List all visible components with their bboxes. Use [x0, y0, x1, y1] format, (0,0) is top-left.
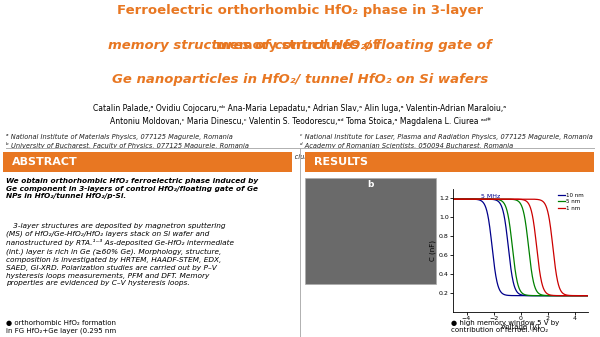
Text: ABSTRACT: ABSTRACT — [12, 157, 77, 167]
X-axis label: Voltage (V): Voltage (V) — [501, 324, 540, 330]
Text: ● high memory window 5 V by
contribution of ferroel. HfO₂: ● high memory window 5 V by contribution… — [451, 320, 559, 333]
Legend: 10 nm, 5 nm, 1 nm: 10 nm, 5 nm, 1 nm — [557, 191, 585, 212]
Y-axis label: C (nF): C (nF) — [430, 240, 436, 261]
Text: ᶜ National Institute for Laser, Plasma and Radiation Physics, 077125 Magurele, R: ᶜ National Institute for Laser, Plasma a… — [300, 133, 593, 140]
Text: We obtain orthorhombic HfO₂ ferroelectric phase induced by
Ge component in 3-lay: We obtain orthorhombic HfO₂ ferroelectri… — [6, 178, 258, 200]
Bar — [3, 152, 292, 172]
Text: Catalin Palade,ᵃ Ovidiu Cojocaru,ᵃᵇ Ana-Maria Lepadatu,ᵃ Adrian Slav,ᵃ Alin Iuga: Catalin Palade,ᵃ Ovidiu Cojocaru,ᵃᵇ Ana-… — [94, 104, 506, 113]
Text: * Corresponding author, Phone: +40 (0)21 3690185, Fax: +40 (0)21 3690177, E-mail: * Corresponding author, Phone: +40 (0)21… — [6, 154, 347, 161]
Text: RESULTS: RESULTS — [314, 157, 368, 167]
Text: 5 MHz: 5 MHz — [481, 194, 500, 198]
Text: ᵇ University of Bucharest, Faculty of Physics, 077125 Magurele, Romania: ᵇ University of Bucharest, Faculty of Ph… — [6, 142, 249, 149]
Text: b: b — [367, 180, 374, 189]
Bar — [305, 178, 436, 284]
Bar — [305, 152, 594, 172]
Text: Ge nanoparticles in HfO₂​/ tunnel HfO₂ on Si wafers: Ge nanoparticles in HfO₂​/ tunnel HfO₂ o… — [112, 73, 488, 86]
Text: Ferroelectric orthorhombic HfO₂ phase in 3-layer: Ferroelectric orthorhombic HfO₂ phase in… — [117, 4, 483, 18]
Text: Antoniu Moldovan,ᶜ Maria Dinescu,ᶜ Valentin S. Teodorescu,ᵃᵈ Toma Stoica,ᵃ Magda: Antoniu Moldovan,ᶜ Maria Dinescu,ᶜ Valen… — [110, 117, 490, 126]
Text: 3-layer structures are deposited by magnetron sputtering
(MS) of HfO₂/Ge-HfO₂/Hf: 3-layer structures are deposited by magn… — [6, 223, 234, 286]
Text: memory structures of control HfO₂​/ floating gate of: memory structures of control HfO₂​/ floa… — [108, 39, 492, 52]
Text: ● orthorhombic HfO₂ formation
in FG HfO₂+Ge layer (0.295 nm: ● orthorhombic HfO₂ formation in FG HfO₂… — [6, 320, 116, 334]
Text: ᵃ National Institute of Materials Physics, 077125 Magurele, Romania: ᵃ National Institute of Materials Physic… — [6, 133, 233, 140]
Text: ᵈ Academy of Romanian Scientists, 050094 Bucharest, Romania: ᵈ Academy of Romanian Scientists, 050094… — [300, 142, 513, 149]
Text: memory structures of ⁠⁠⁠⁠⁠⁠⁠⁠⁠⁠⁠⁠⁠⁠⁠⁠⁠⁠⁠⁠⁠⁠⁠⁠⁠⁠⁠⁠⁠⁠⁠⁠⁠⁠⁠⁠⁠⁠⁠⁠⁠⁠⁠⁠⁠⁠⁠⁠⁠⁠: memory structures of ⁠⁠⁠⁠⁠⁠⁠⁠⁠⁠⁠⁠⁠⁠⁠⁠⁠⁠⁠… — [217, 39, 383, 52]
